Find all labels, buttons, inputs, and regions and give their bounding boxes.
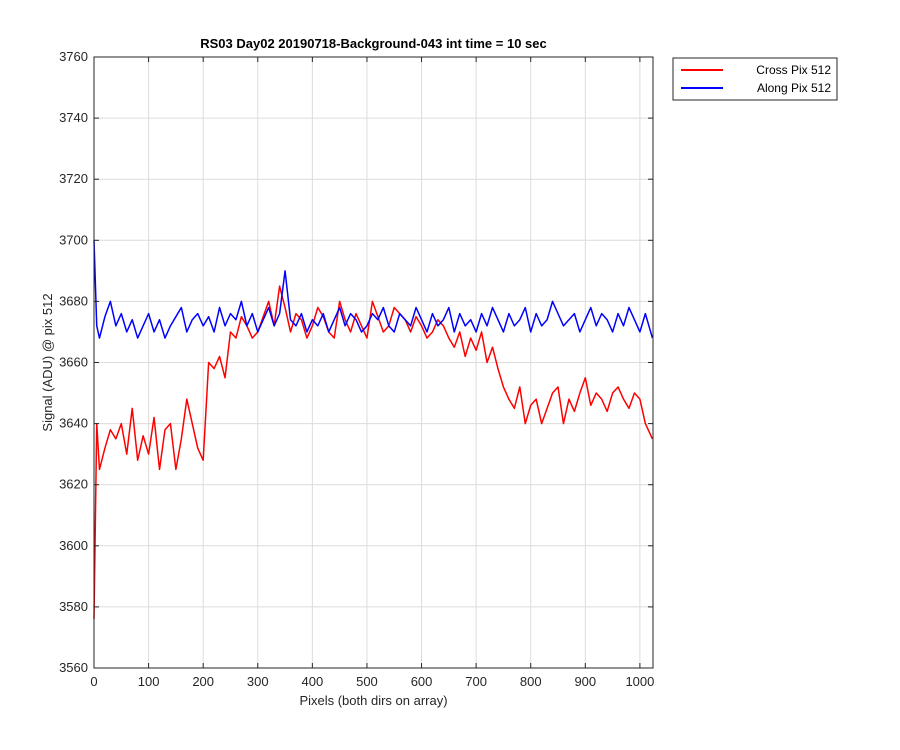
y-tick-label: 3640 bbox=[59, 416, 88, 431]
x-tick-label: 600 bbox=[411, 674, 433, 689]
y-tick-label: 3580 bbox=[59, 599, 88, 614]
x-tick-label: 1000 bbox=[625, 674, 654, 689]
legend-label-cross-pix-512: Cross Pix 512 bbox=[756, 63, 831, 77]
x-axis-title: Pixels (both dirs on array) bbox=[299, 693, 447, 708]
y-axis-title: Signal (ADU) @ pix 512 bbox=[40, 293, 55, 431]
legend: Cross Pix 512 Along Pix 512 bbox=[672, 57, 838, 101]
series-layer bbox=[93, 240, 654, 620]
y-tick-label: 3600 bbox=[59, 538, 88, 553]
x-tick-label: 0 bbox=[90, 674, 97, 689]
y-tick-label: 3620 bbox=[59, 477, 88, 492]
chart-title: RS03 Day02 20190718-Background-043 int t… bbox=[200, 36, 547, 51]
x-tick-label: 300 bbox=[247, 674, 269, 689]
y-tick-label: 3560 bbox=[59, 660, 88, 675]
y-tick-label: 3720 bbox=[59, 171, 88, 186]
y-tick-label: 3680 bbox=[59, 293, 88, 308]
x-tick-label: 900 bbox=[574, 674, 596, 689]
legend-box bbox=[672, 57, 838, 101]
x-tick-label: 100 bbox=[138, 674, 160, 689]
x-tick-label: 700 bbox=[465, 674, 487, 689]
series-line-along-pix-512 bbox=[93, 240, 654, 339]
legend-label-along-pix-512: Along Pix 512 bbox=[757, 81, 831, 95]
x-tick-label: 500 bbox=[356, 674, 378, 689]
x-tick-label: 200 bbox=[192, 674, 214, 689]
x-tick-label: 400 bbox=[302, 674, 324, 689]
y-tick-label: 3760 bbox=[59, 49, 88, 64]
x-tick-label: 800 bbox=[520, 674, 542, 689]
ticks: 0 100 200 300 400 500 600 700 800 900 1000 3560 3580… bbox=[59, 49, 654, 689]
y-tick-label: 3740 bbox=[59, 110, 88, 125]
y-tick-label: 3700 bbox=[59, 232, 88, 247]
y-tick-label: 3660 bbox=[59, 355, 88, 370]
